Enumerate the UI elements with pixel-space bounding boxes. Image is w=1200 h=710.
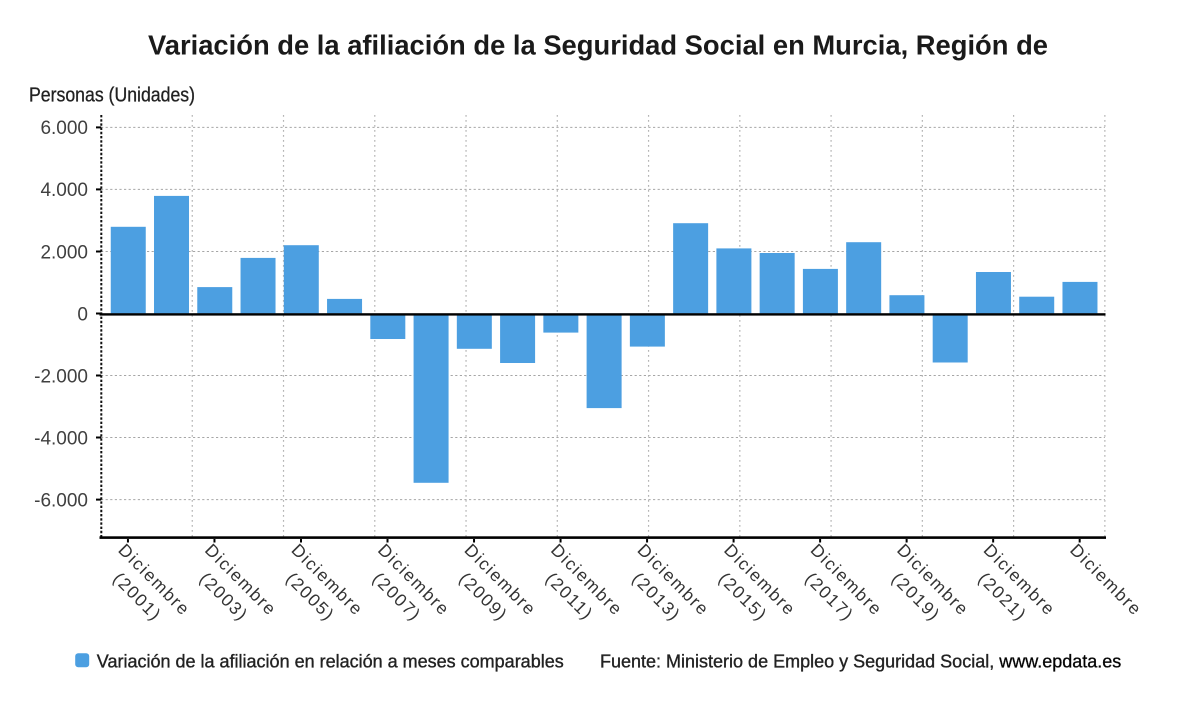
svg-text:Personas (Unidades): Personas (Unidades) (29, 83, 195, 106)
svg-text:2.000: 2.000 (40, 242, 88, 263)
svg-text:Variación de la afiliación en: Variación de la afiliación en relación a… (97, 651, 564, 671)
svg-text:6.000: 6.000 (40, 118, 88, 139)
svg-text:-6.000: -6.000 (34, 490, 88, 511)
svg-text:4.000: 4.000 (40, 180, 88, 201)
svg-text:Variación de la afiliación de: Variación de la afiliación de la Segurid… (148, 30, 1048, 61)
svg-text:0: 0 (77, 304, 88, 325)
svg-text:-4.000: -4.000 (34, 428, 88, 449)
svg-text:-2.000: -2.000 (34, 366, 88, 387)
svg-text:Fuente: Ministerio de Empleo y: Fuente: Ministerio de Empleo y Seguridad… (600, 651, 1121, 671)
